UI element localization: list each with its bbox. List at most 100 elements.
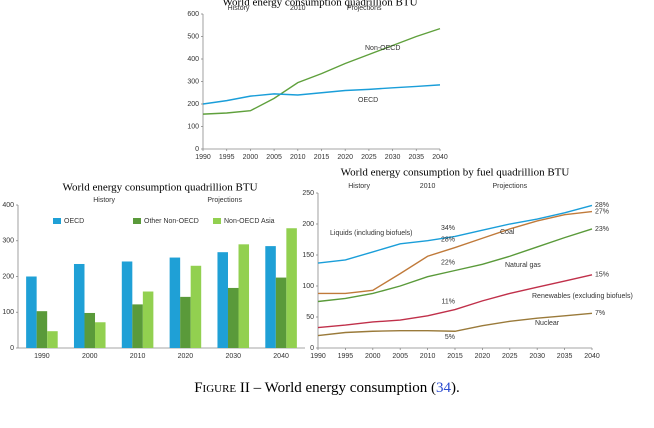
- y-tick-label: 400: [187, 56, 199, 63]
- x-tick-label: 2030: [385, 154, 401, 161]
- annotation: History: [228, 5, 250, 12]
- y-tick-label: 600: [187, 11, 199, 18]
- x-tick-label: 2000: [243, 154, 259, 161]
- y-tick-label: 0: [10, 345, 14, 352]
- y-tick-label: 300: [2, 238, 14, 245]
- legend-label: Non-OECD Asia: [224, 218, 275, 225]
- y-tick-label: 400: [2, 202, 14, 209]
- x-tick-label: 2040: [584, 353, 600, 360]
- y-tick-label: 200: [187, 101, 199, 108]
- caption-label: Figure II: [194, 380, 250, 396]
- share-label: 23%: [595, 226, 609, 233]
- x-tick-label: 1990: [34, 353, 50, 360]
- bar: [180, 296, 191, 348]
- line: [202, 84, 441, 105]
- bar: [265, 246, 276, 348]
- series-label: Renewables (excluding biofuels): [532, 293, 633, 300]
- bar: [73, 263, 85, 348]
- x-tick-label: 1990: [310, 353, 326, 360]
- annotation: 2010: [420, 183, 436, 190]
- legend-swatch: [133, 218, 141, 224]
- line: [317, 274, 593, 329]
- x-tick-label: 2015: [314, 154, 330, 161]
- bar: [121, 261, 133, 348]
- x-tick-label: 1990: [195, 154, 211, 161]
- annotation: 2010: [290, 5, 306, 12]
- x-tick-label: 2035: [557, 353, 573, 360]
- legend-swatch: [53, 218, 61, 224]
- chart-title: World energy consumption by fuel quadril…: [341, 167, 570, 179]
- x-tick-label: 2005: [392, 353, 408, 360]
- x-tick-label: 2015: [447, 353, 463, 360]
- legend-label: Other Non-OECD: [144, 218, 199, 225]
- y-tick-label: 100: [302, 283, 314, 290]
- y-tick-label: 200: [302, 221, 314, 228]
- annotation: Projections: [207, 197, 242, 204]
- caption-ref[interactable]: 34: [436, 380, 452, 396]
- share-label: 11%: [442, 298, 456, 305]
- bar: [36, 311, 48, 348]
- series-label: OECD: [358, 97, 378, 104]
- bar: [142, 291, 154, 348]
- legend-swatch: [213, 218, 221, 224]
- x-tick-label: 2000: [365, 353, 381, 360]
- share-label: 22%: [441, 259, 455, 266]
- share-label: 28%: [441, 236, 455, 243]
- bar: [217, 252, 228, 348]
- x-tick-label: 2025: [502, 353, 518, 360]
- x-tick-label: 2020: [178, 353, 194, 360]
- series-label: Non-OECD: [365, 45, 400, 52]
- y-tick-label: 0: [195, 146, 199, 153]
- y-tick-label: 50: [306, 314, 314, 321]
- annotation: History: [93, 197, 115, 204]
- bar: [26, 276, 37, 348]
- chart-title: World energy consumption quadrillion BTU: [62, 182, 257, 194]
- share-label: 34%: [441, 225, 455, 232]
- chart-title: World energy consumption quadrillion BTU: [222, 0, 417, 9]
- series-label: Nuclear: [535, 320, 560, 327]
- annotation: Projections: [492, 183, 527, 190]
- x-tick-label: 2020: [475, 353, 491, 360]
- share-label: 27%: [595, 208, 609, 215]
- x-tick-label: 1995: [219, 154, 235, 161]
- line: [317, 204, 593, 264]
- share-label: 5%: [445, 334, 455, 341]
- y-tick-label: 150: [302, 252, 314, 259]
- caption: Figure II – World energy consumption (34…: [194, 380, 460, 396]
- x-tick-label: 2010: [420, 353, 436, 360]
- series-label: Liquids (including biofuels): [330, 230, 413, 237]
- y-tick-label: 0: [310, 345, 314, 352]
- bar: [286, 228, 297, 348]
- x-tick-label: 2005: [266, 154, 282, 161]
- bar: [238, 244, 250, 348]
- share-label: 7%: [595, 310, 605, 317]
- line: [317, 228, 593, 303]
- y-tick-label: 300: [187, 78, 199, 85]
- x-tick-label: 2035: [409, 154, 425, 161]
- share-label: 28%: [595, 202, 609, 209]
- bar: [190, 265, 202, 348]
- series-label: Natural gas: [505, 262, 541, 269]
- x-tick-label: 2040: [273, 353, 289, 360]
- line: [317, 312, 593, 337]
- x-tick-label: 2030: [225, 353, 241, 360]
- y-tick-label: 100: [2, 309, 14, 316]
- bar: [132, 304, 143, 348]
- x-tick-label: 2025: [361, 154, 377, 161]
- bar: [95, 322, 106, 348]
- x-tick-label: 2010: [130, 353, 146, 360]
- series-label: Coal: [500, 229, 515, 236]
- bar: [84, 312, 96, 348]
- line: [202, 27, 441, 115]
- annotation: History: [348, 183, 370, 190]
- line: [318, 210, 593, 295]
- y-tick-label: 250: [302, 190, 314, 197]
- x-tick-label: 2010: [290, 154, 306, 161]
- y-tick-label: 200: [2, 273, 14, 280]
- caption-end: ).: [451, 380, 460, 396]
- x-tick-label: 2030: [529, 353, 545, 360]
- y-tick-label: 100: [187, 123, 199, 130]
- bar: [169, 257, 181, 348]
- legend-label: OECD: [64, 218, 84, 225]
